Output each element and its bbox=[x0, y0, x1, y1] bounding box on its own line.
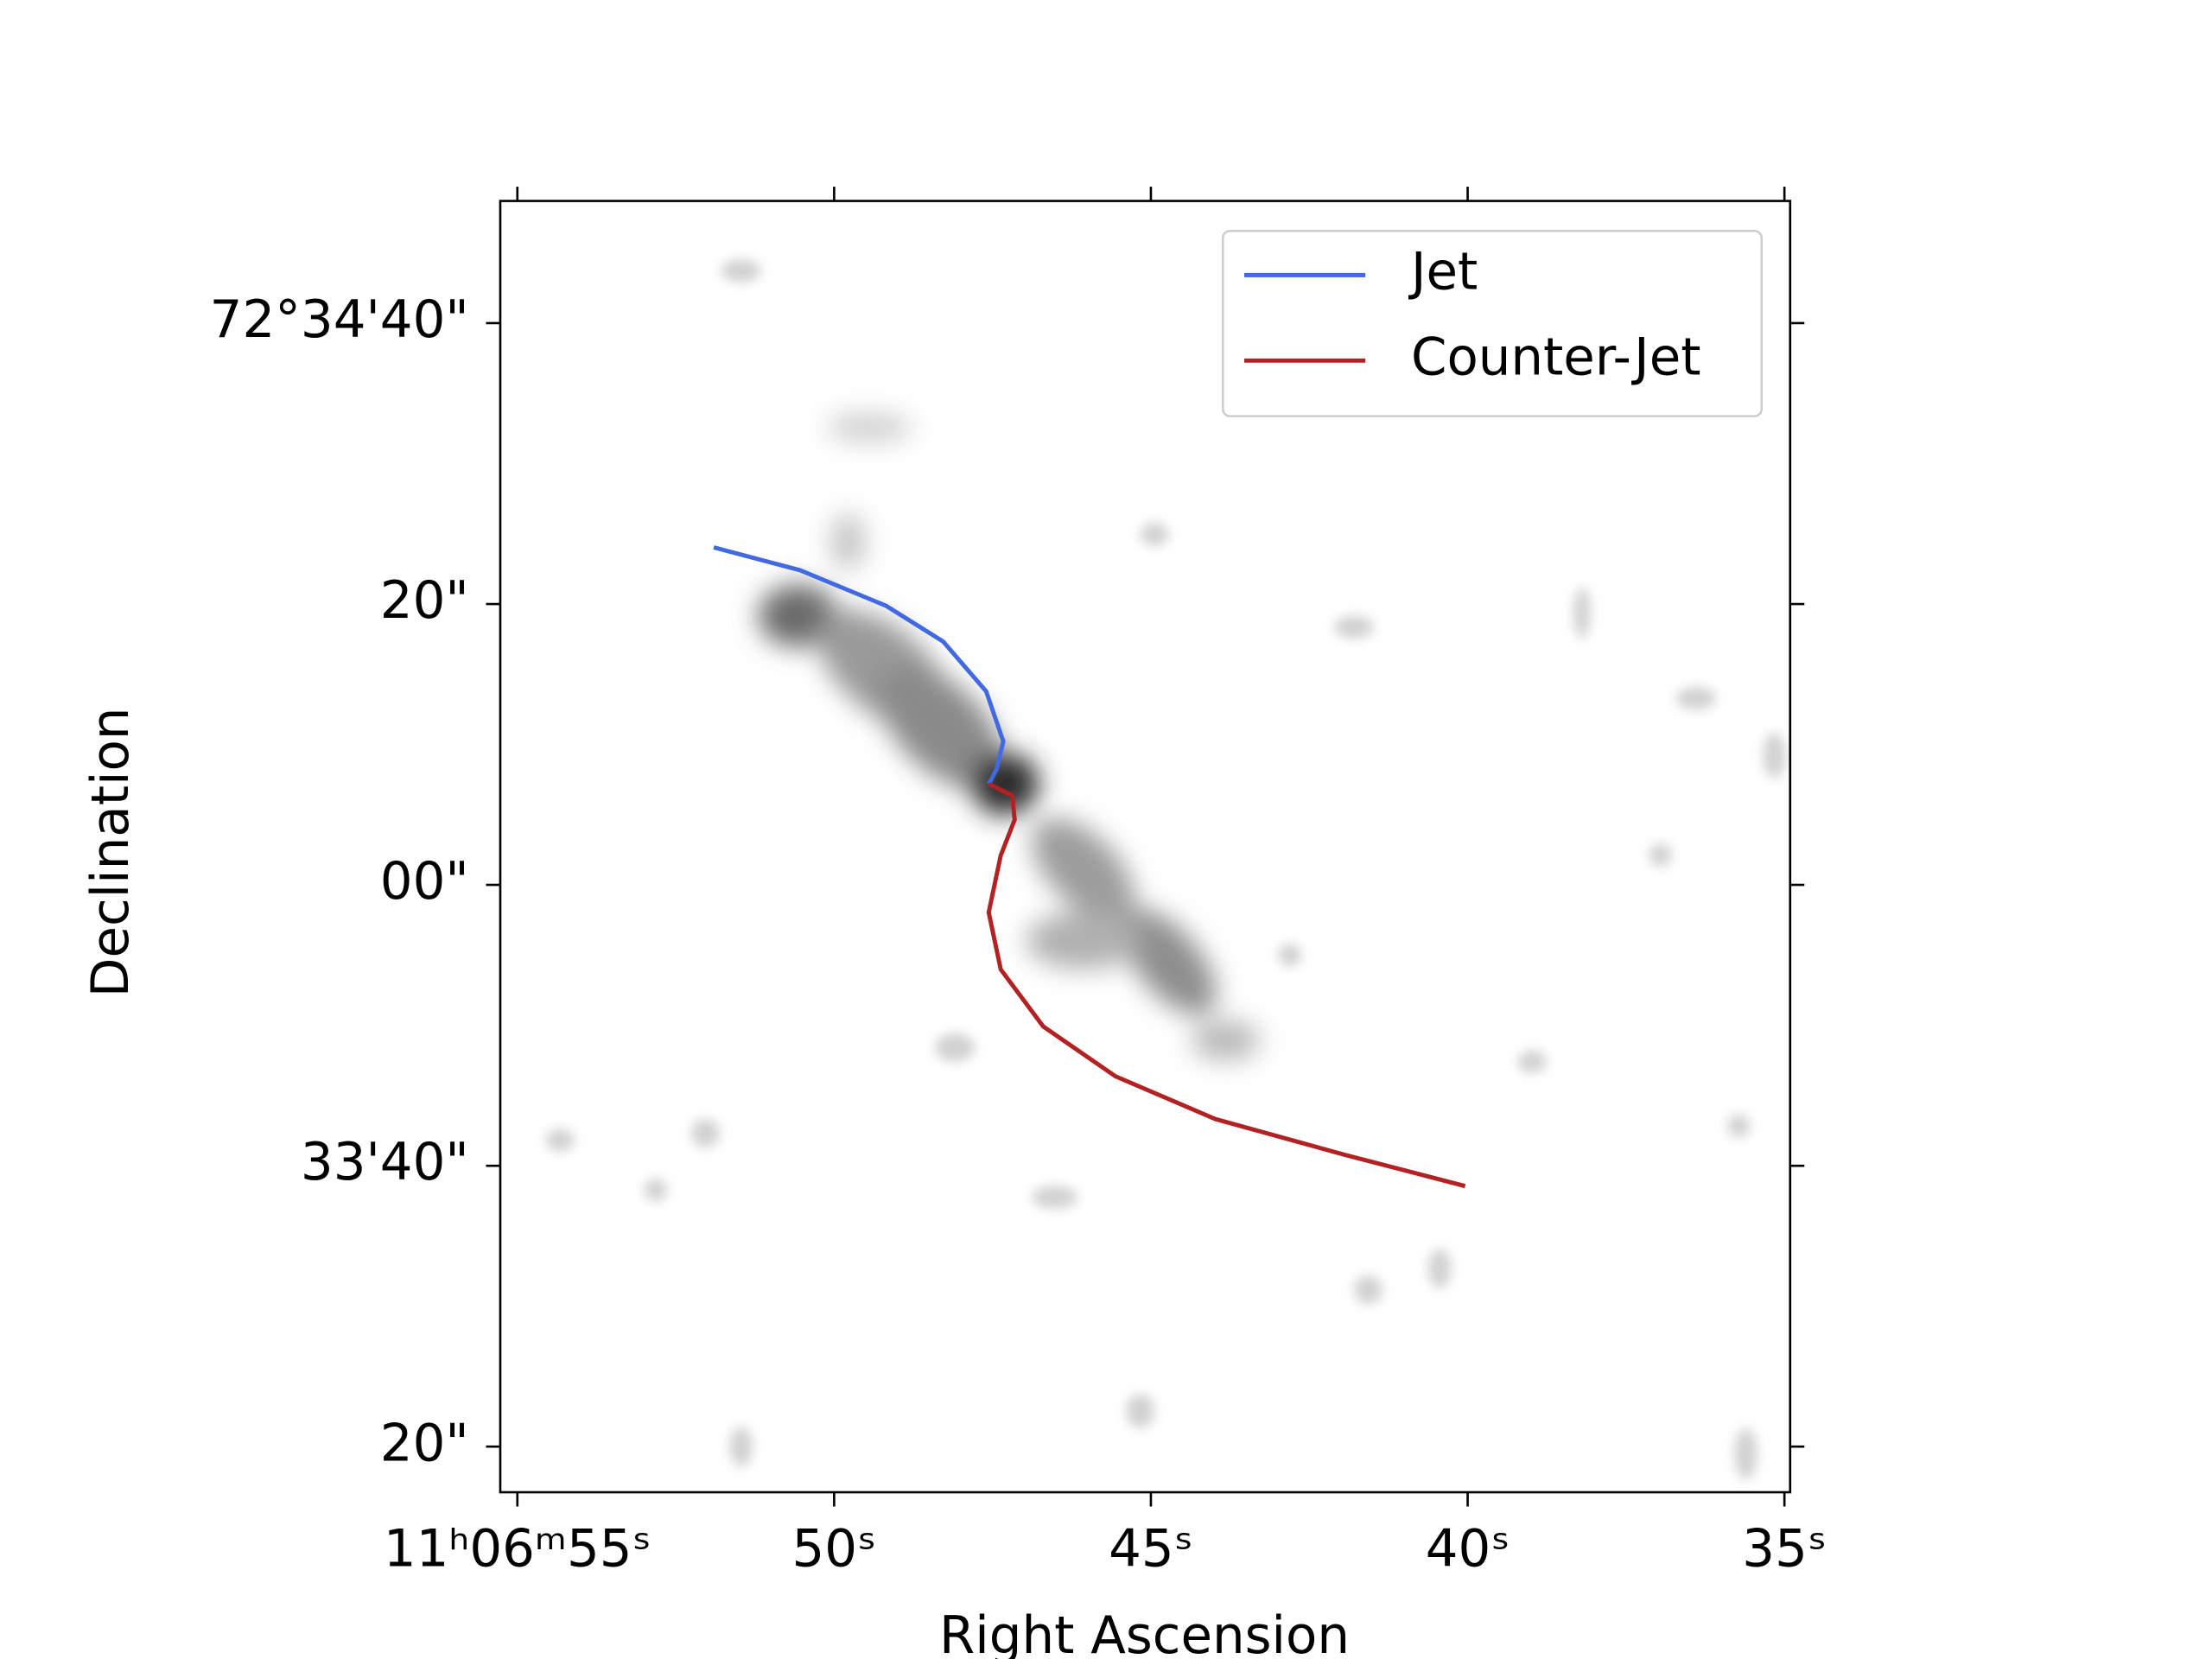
y-tick-label: 20" bbox=[380, 1414, 469, 1473]
x-tick-label: 40ˢ bbox=[1426, 1519, 1510, 1579]
y-tick-label: 00" bbox=[380, 852, 469, 912]
x-axis-label: Right Ascension bbox=[939, 1606, 1350, 1659]
y-axis-label: Declination bbox=[81, 708, 141, 998]
series-line bbox=[713, 545, 1006, 785]
x-tick-label: 11ʰ06ᵐ55ˢ bbox=[384, 1519, 652, 1579]
legend-label: Counter-Jet bbox=[1411, 327, 1701, 387]
x-tick-label: 45ˢ bbox=[1109, 1519, 1193, 1579]
legend: Jet Counter-Jet bbox=[1222, 229, 1763, 417]
y-tick-label: 20" bbox=[380, 571, 469, 631]
y-tick-label: 33'40" bbox=[301, 1133, 469, 1192]
x-tick-label: 35ˢ bbox=[1742, 1519, 1827, 1579]
legend-label: Jet bbox=[1408, 242, 1478, 302]
y-tick-label: 72°34'40" bbox=[210, 290, 469, 350]
sky-image bbox=[545, 259, 1786, 1480]
plot-frame bbox=[499, 200, 1792, 1494]
x-tick-label: 50ˢ bbox=[792, 1519, 877, 1579]
series-line bbox=[986, 782, 1466, 1189]
legend-box bbox=[1222, 229, 1763, 417]
